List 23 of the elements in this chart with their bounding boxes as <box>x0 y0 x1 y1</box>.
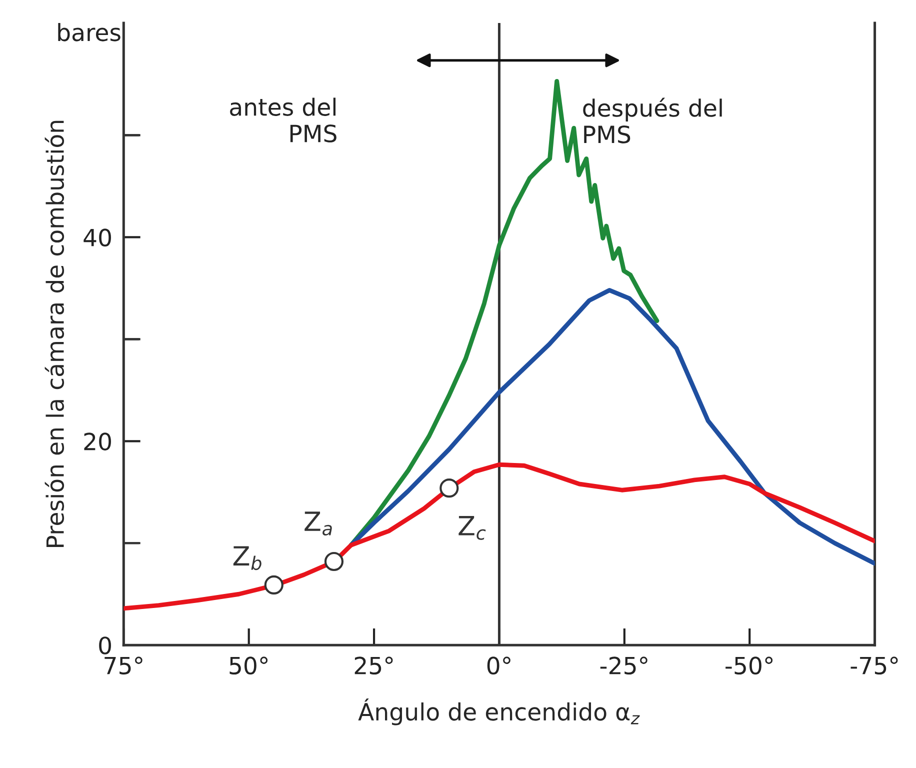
point <box>264 575 284 594</box>
y-tick-label: 40 <box>84 228 111 247</box>
y-axis-title: Presión en la cámara de combustión <box>44 120 64 547</box>
x-tick-label: 25° <box>354 656 393 675</box>
x-tick-label: 0° <box>487 656 510 675</box>
line-series <box>124 462 875 611</box>
point <box>324 552 344 572</box>
x-axis-title: Ángulo de encendido α$_{z}$ <box>358 698 640 726</box>
annotation: antes del PMS <box>230 98 336 142</box>
x-tick-label: -25° <box>600 656 648 675</box>
x-tick-label: 50° <box>230 656 268 675</box>
y-tick-label: 0 <box>99 636 111 654</box>
x-tick-label: 75° <box>104 656 142 675</box>
annotation: Z$_{c}$ <box>458 516 486 540</box>
line-series <box>348 288 875 566</box>
y-tick-label: 20 <box>84 432 111 450</box>
x-tick-label: -75° <box>850 656 898 675</box>
annotation: después del PMS <box>583 98 722 144</box>
annotation: Z$_{b}$ <box>233 546 262 570</box>
text: bares <box>58 23 120 42</box>
point <box>440 478 459 498</box>
x-tick-label: -50° <box>726 656 773 675</box>
annotation: Z$_{a}$ <box>304 512 332 536</box>
